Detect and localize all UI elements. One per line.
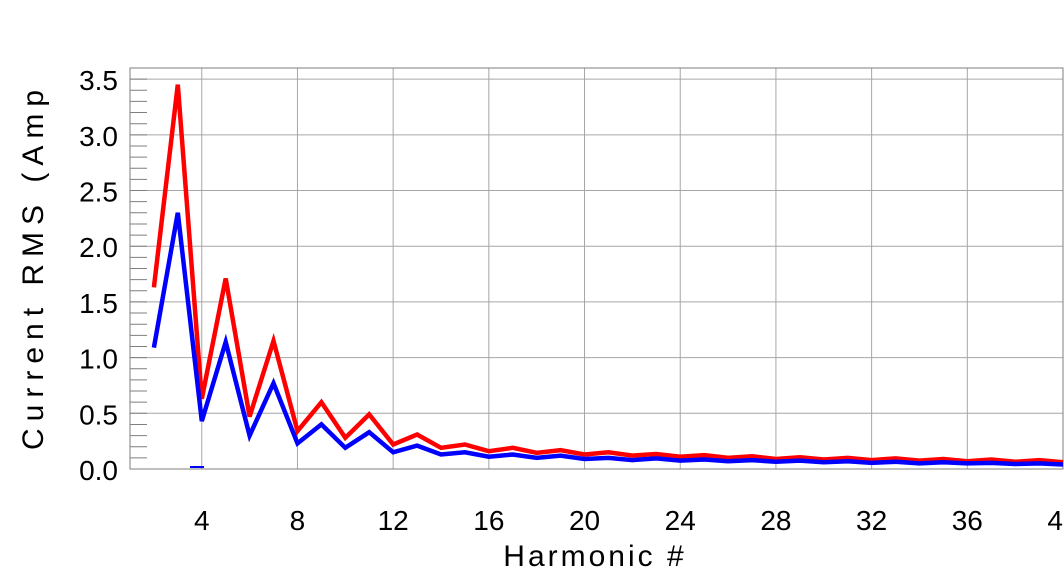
y-tick-label: 0.0 <box>79 455 118 486</box>
series-line-1 <box>151 84 1064 465</box>
y-tick-label: 3.5 <box>79 65 118 96</box>
x-tick-label: 16 <box>473 505 504 536</box>
y-tick-label: 1.0 <box>79 344 118 375</box>
y-tick-label: 1.5 <box>79 288 118 319</box>
y-tick-label: 2.0 <box>79 232 118 263</box>
y-axis-title: Current RMS (Amp <box>17 83 50 450</box>
y-tick-label: 2.5 <box>79 177 118 208</box>
x-tick-label: 20 <box>569 505 600 536</box>
x-tick-label: 32 <box>856 505 887 536</box>
series-line-2 <box>151 212 1064 467</box>
x-tick-label: 8 <box>290 505 306 536</box>
y-axis-ticks: 0.0 0.5 1.0 1.5 2.0 2.5 3.0 3.5 <box>79 65 118 486</box>
blue-mark <box>190 466 204 468</box>
x-axis-title: Harmonic # <box>503 540 686 573</box>
x-tick-label: 12 <box>378 505 409 536</box>
x-axis-ticks: 4 8 12 16 20 24 28 32 36 40 <box>194 505 1064 536</box>
x-tick-label: 40 <box>1047 505 1064 536</box>
x-tick-label: 28 <box>760 505 791 536</box>
minor-ticks <box>130 67 147 470</box>
plot-frame <box>129 67 1064 470</box>
series-group <box>151 84 1064 467</box>
x-tick-label: 24 <box>665 505 696 536</box>
y-tick-label: 3.0 <box>79 121 118 152</box>
x-tick-label: 4 <box>194 505 210 536</box>
x-tick-label: 36 <box>952 505 983 536</box>
y-tick-label: 0.5 <box>79 399 118 430</box>
grid <box>130 68 1064 470</box>
